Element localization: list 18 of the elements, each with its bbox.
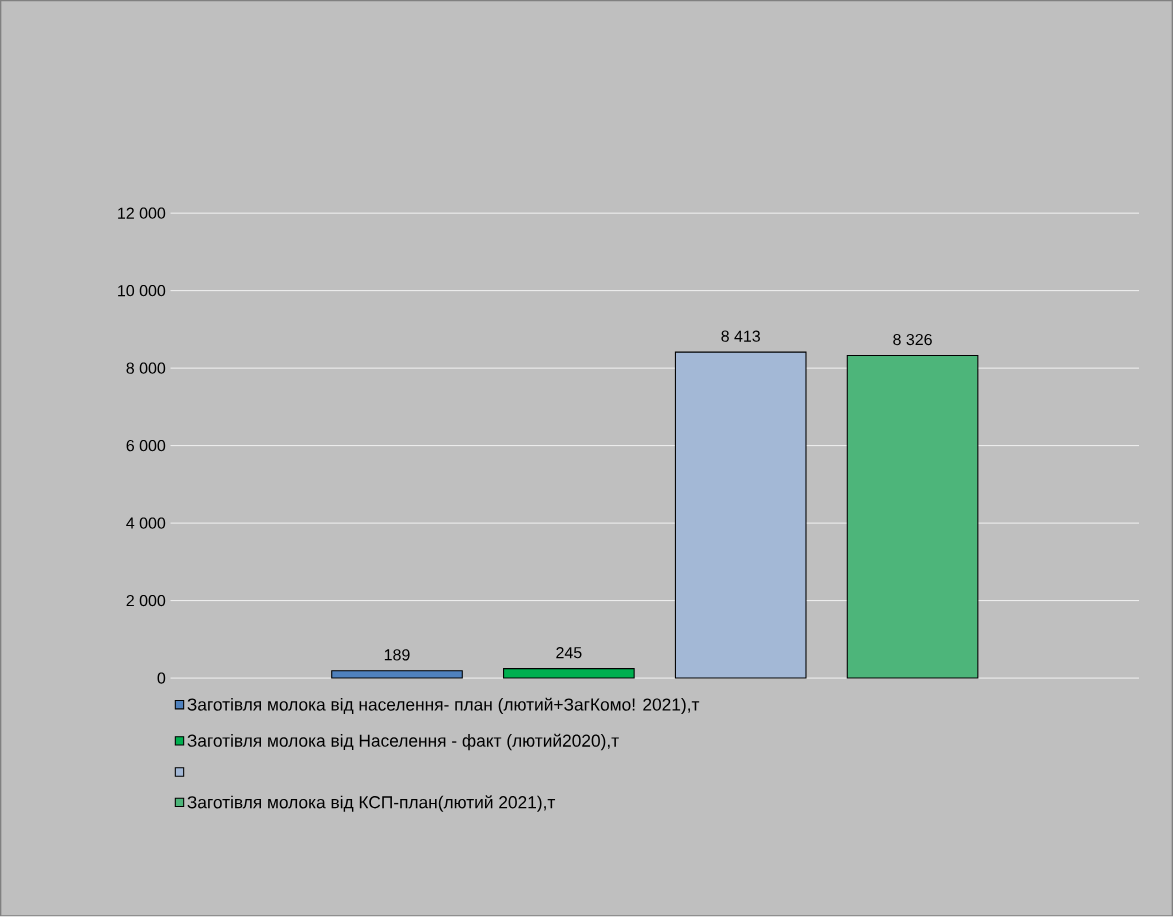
legend-label: Заготівля молока від КСП-план(лютий 2021),т [187,795,556,813]
y-tick-label: 10 000 [118,285,166,297]
legend-label: Заготівля молока від Населення - факт (лютий2020),т [187,734,619,751]
y-tick-label: 12 000 [118,207,166,220]
bar [674,351,807,679]
bar [331,670,463,679]
data-label: 189 [384,649,410,661]
y-tick-label: 2 000 [126,595,166,607]
legend-label: Заготівля молока від населення- план (лютий+ЗагКомо! 2021),т [187,697,700,715]
y-tick-label: 0 [157,672,166,684]
bar [846,355,979,679]
data-label: 8 326 [893,334,932,346]
y-tick-label: 4 000 [126,517,166,529]
bar [503,668,635,679]
data-label: 8 413 [721,330,760,343]
y-tick-label: 8 000 [126,362,166,374]
data-label: 245 [556,647,582,659]
y-tick-label: 6 000 [126,440,166,452]
